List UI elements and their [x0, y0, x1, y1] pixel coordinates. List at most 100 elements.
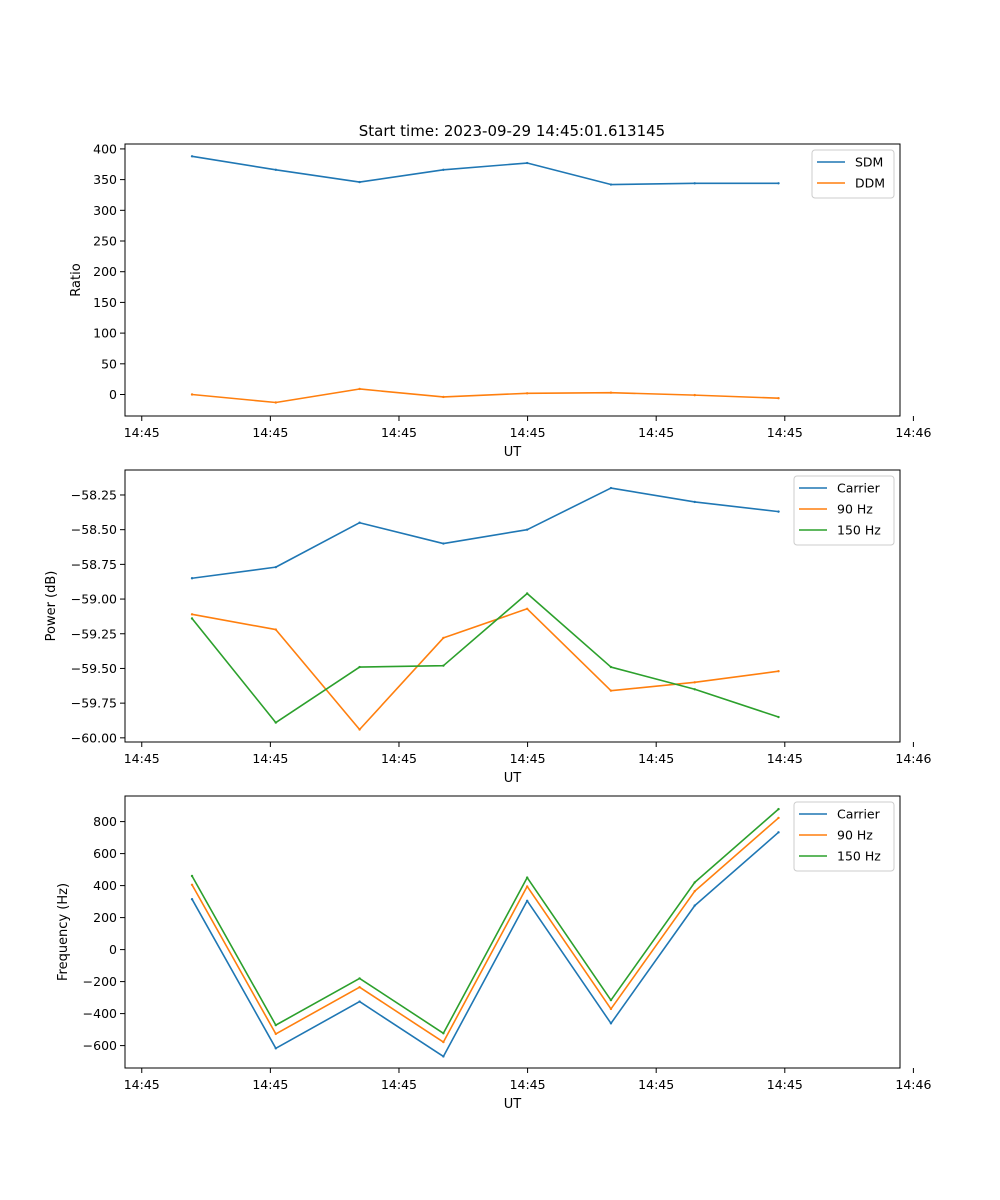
frequency-subplot: −600 −400 −200 0 200 400 600 800 14:45 14:45 14:45… [56, 795, 931, 1112]
axes-frame [124, 143, 901, 417]
axes-frame [124, 469, 901, 743]
x-tick-label: 14:46 [895, 425, 931, 440]
legend-label: SDM [855, 155, 883, 170]
x-tick-label: 14:45 [767, 1077, 803, 1092]
y-tick-label: 50 [101, 356, 117, 371]
series-line-150-hz [191, 592, 779, 724]
data-point [693, 182, 696, 185]
y-tick-label: −400 [83, 1006, 117, 1021]
legend: Carrier 90 Hz 150 Hz [793, 475, 895, 546]
data-point [609, 665, 613, 669]
legend-label: 150 Hz [837, 849, 881, 864]
data-point [693, 500, 696, 504]
data-point [442, 168, 445, 171]
data-point [777, 670, 780, 673]
data-point [693, 881, 696, 884]
data-point [525, 392, 529, 395]
y-tick-label: −200 [83, 974, 117, 989]
x-tick-label: 14:45 [381, 425, 417, 440]
series-line-90-hz [191, 817, 780, 1043]
data-point [442, 395, 445, 399]
y-tick-label: −58.25 [71, 487, 117, 502]
x-tick-label: 14:45 [124, 1077, 160, 1092]
y-tick-label: 100 [93, 326, 117, 341]
series-line-150-hz [191, 808, 780, 1035]
data-point [358, 665, 361, 669]
data-point [525, 161, 529, 165]
legend-box [793, 475, 895, 546]
data-point [609, 998, 613, 1002]
x-tick-label: 14:45 [252, 1077, 288, 1092]
y-tick-label: 400 [93, 141, 117, 156]
data-point [274, 1047, 278, 1050]
data-point [525, 607, 529, 610]
data-point [693, 393, 696, 397]
data-point [274, 1032, 278, 1036]
y-tick-label: 600 [93, 846, 117, 861]
x-tick-label: 14:45 [510, 425, 546, 440]
y-tick-label: 800 [93, 814, 117, 829]
x-tick-label: 14:45 [510, 751, 546, 766]
data-point [358, 521, 361, 524]
data-point [274, 401, 278, 404]
data-point [777, 831, 780, 834]
y-axis-label: Power (dB) [44, 571, 59, 642]
data-point [190, 898, 194, 901]
x-tick-label: 14:45 [381, 751, 417, 766]
legend-label: 90 Hz [837, 502, 873, 517]
x-tick-label: 14:45 [124, 751, 160, 766]
legend: SDM DDM [811, 149, 895, 199]
data-point [190, 155, 194, 158]
y-axis-label: Ratio [69, 263, 84, 296]
legend-label: Carrier [837, 807, 881, 822]
x-tick-label: 14:46 [895, 1077, 931, 1092]
data-point [442, 1055, 445, 1058]
y-tick-label: 200 [93, 910, 117, 925]
y-tick-label: 350 [93, 172, 117, 187]
x-tick-label: 14:45 [381, 1077, 417, 1092]
y-tick-label: 250 [93, 234, 117, 249]
data-point [609, 486, 613, 490]
y-tick-label: −59.25 [71, 626, 117, 641]
data-point [609, 391, 613, 394]
figure-title: Start time: 2023-09-29 14:45:01.613145 [359, 122, 665, 140]
data-point [190, 617, 194, 620]
data-point [609, 1022, 613, 1025]
data-point [274, 565, 278, 569]
x-tick-label: 14:45 [767, 751, 803, 766]
data-point [190, 577, 194, 580]
data-point [274, 721, 278, 724]
power-subplot: −60.00 −59.75 −59.50 −59.25 −59.00 −58.75 −58.… [44, 469, 931, 786]
data-point [693, 688, 696, 691]
y-tick-label: 300 [93, 203, 117, 218]
data-point [609, 183, 613, 186]
data-point [358, 180, 361, 184]
y-tick-label: 150 [93, 295, 117, 310]
y-tick-label: −59.75 [71, 696, 117, 711]
data-point [358, 986, 361, 989]
y-tick-label: −58.75 [71, 557, 117, 572]
data-point [525, 528, 529, 531]
ratio-subplot: 0 50 100 150 200 250 300 350 400 14:45 14:45 14:45 1… [69, 141, 931, 460]
data-point [442, 542, 445, 545]
data-point [777, 510, 780, 513]
x-axis-label: UT [504, 1097, 522, 1112]
data-point [609, 1007, 613, 1011]
data-point [274, 1023, 278, 1027]
legend-label: 150 Hz [837, 523, 881, 538]
y-tick-label: −58.50 [71, 522, 117, 537]
series-line-carrier [191, 831, 780, 1058]
data-point [525, 885, 529, 888]
data-point [525, 899, 529, 902]
axes-frame [124, 795, 901, 1069]
x-axis-label: UT [504, 771, 522, 786]
data-point [777, 807, 780, 811]
y-tick-label: 200 [93, 264, 117, 279]
data-point [190, 874, 194, 878]
x-axis-label: UT [504, 445, 522, 460]
y-tick-label: 0 [109, 942, 117, 957]
y-tick-label: −60.00 [71, 730, 117, 745]
data-point [777, 182, 780, 185]
x-tick-label: 14:45 [252, 751, 288, 766]
